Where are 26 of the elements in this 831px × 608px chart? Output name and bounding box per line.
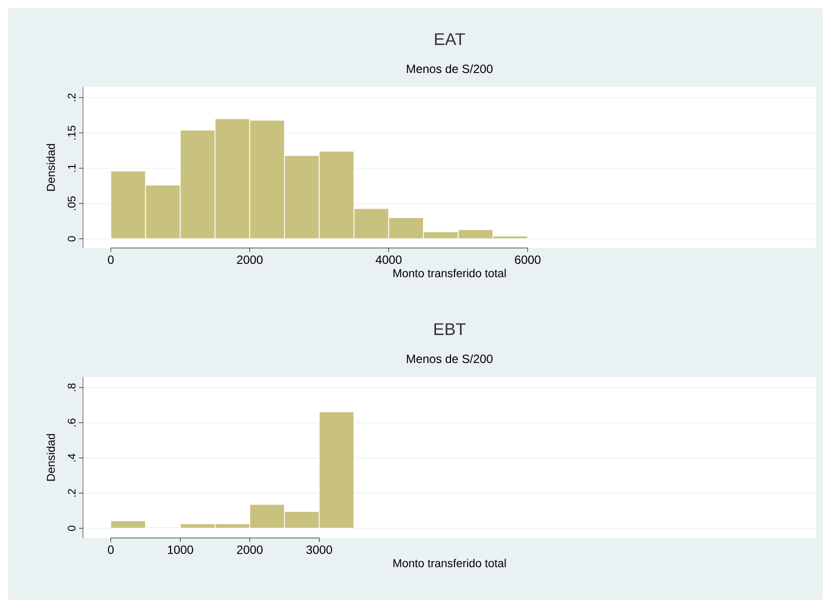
x-tick-label: 2000 xyxy=(237,256,263,264)
y-tick-label: .1 xyxy=(68,164,76,172)
y-tick-label: .05 xyxy=(68,196,76,210)
y-tick-label: 0 xyxy=(68,526,76,531)
y-axis-title: Densidad xyxy=(46,434,55,481)
chart-subtitle: Menos de S/200 xyxy=(406,354,493,364)
x-tick-label: 3000 xyxy=(306,546,332,554)
x-axis-title: Monto transferido total xyxy=(393,268,506,278)
y-tick-label: .15 xyxy=(68,126,76,140)
y-tick-label: .6 xyxy=(68,418,76,426)
y-tick-label: .2 xyxy=(68,489,76,497)
y-tick-label: 0 xyxy=(68,236,76,242)
chart-title: EAT xyxy=(435,33,465,45)
x-tick-label: 4000 xyxy=(376,256,402,264)
y-tick-label: .8 xyxy=(68,383,76,392)
x-tick-label: 2000 xyxy=(237,546,263,554)
y-tick-label: .2 xyxy=(68,94,76,102)
x-axis-title: Monto transferido total xyxy=(393,558,506,568)
chart-title: EBT xyxy=(434,323,466,335)
x-tick-label: 1000 xyxy=(168,546,194,554)
x-tick-label: 0 xyxy=(108,546,114,554)
x-tick-label: 6000 xyxy=(514,256,541,264)
y-axis-title: Densidad xyxy=(46,144,55,191)
y-tick-label: .4 xyxy=(68,454,76,462)
x-tick-label: 0 xyxy=(108,256,114,264)
chart-subtitle: Menos de S/200 xyxy=(406,64,493,74)
